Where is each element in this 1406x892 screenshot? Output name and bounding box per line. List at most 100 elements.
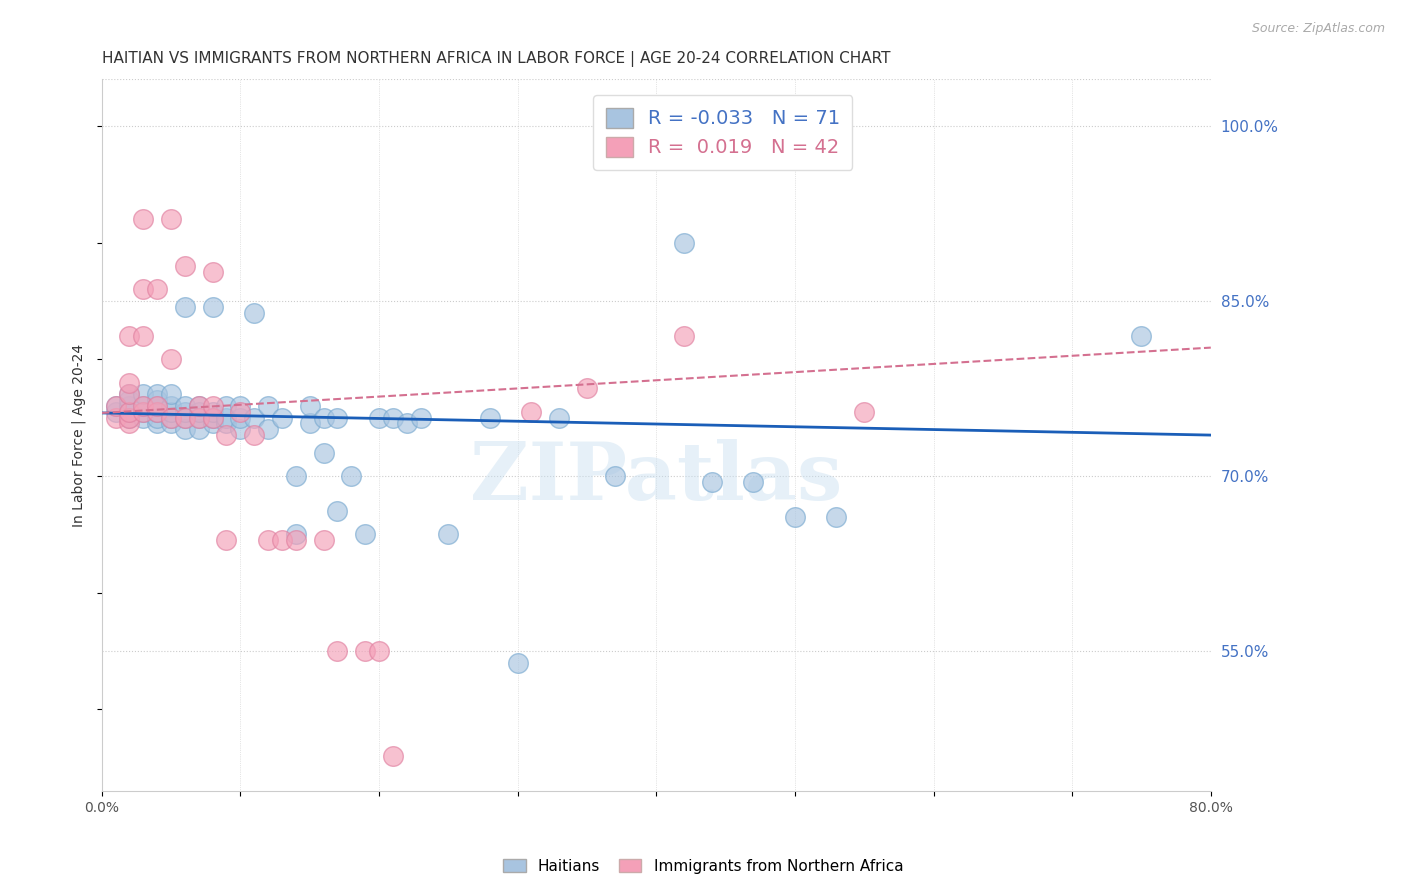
Point <box>340 469 363 483</box>
Point <box>146 387 169 401</box>
Point <box>132 405 155 419</box>
Point <box>104 405 127 419</box>
Point <box>160 387 183 401</box>
Point <box>146 282 169 296</box>
Point <box>368 410 391 425</box>
Point <box>506 656 529 670</box>
Point <box>603 469 626 483</box>
Point <box>700 475 723 489</box>
Point <box>132 329 155 343</box>
Point <box>187 399 209 413</box>
Point <box>825 509 848 524</box>
Point <box>201 265 224 279</box>
Point <box>326 644 349 658</box>
Point <box>118 410 141 425</box>
Point <box>160 405 183 419</box>
Point <box>160 212 183 227</box>
Point <box>672 329 695 343</box>
Legend: R = -0.033   N = 71, R =  0.019   N = 42: R = -0.033 N = 71, R = 0.019 N = 42 <box>593 95 852 169</box>
Point <box>118 410 141 425</box>
Text: HAITIAN VS IMMIGRANTS FROM NORTHERN AFRICA IN LABOR FORCE | AGE 20-24 CORRELATIO: HAITIAN VS IMMIGRANTS FROM NORTHERN AFRI… <box>101 51 890 67</box>
Point <box>271 410 294 425</box>
Point <box>201 405 224 419</box>
Point <box>146 399 169 413</box>
Point <box>409 410 432 425</box>
Point <box>548 410 571 425</box>
Point <box>215 428 238 442</box>
Point <box>326 504 349 518</box>
Point <box>520 405 543 419</box>
Point <box>118 405 141 419</box>
Point <box>201 410 224 425</box>
Point <box>381 748 404 763</box>
Point <box>174 410 197 425</box>
Point <box>742 475 765 489</box>
Point <box>187 422 209 436</box>
Point <box>174 422 197 436</box>
Point <box>298 417 321 431</box>
Point <box>257 533 280 547</box>
Point <box>160 352 183 367</box>
Point <box>201 417 224 431</box>
Point <box>132 399 155 413</box>
Point <box>118 399 141 413</box>
Point <box>215 410 238 425</box>
Point <box>132 212 155 227</box>
Point <box>118 329 141 343</box>
Point <box>284 527 307 541</box>
Point <box>187 410 209 425</box>
Point <box>257 399 280 413</box>
Text: Source: ZipAtlas.com: Source: ZipAtlas.com <box>1251 22 1385 36</box>
Point <box>146 399 169 413</box>
Point <box>215 417 238 431</box>
Point <box>853 405 876 419</box>
Point <box>187 405 209 419</box>
Point <box>174 399 197 413</box>
Point <box>146 417 169 431</box>
Point <box>160 417 183 431</box>
Point <box>354 527 377 541</box>
Point <box>215 533 238 547</box>
Point <box>160 410 183 425</box>
Point <box>118 417 141 431</box>
Point <box>326 410 349 425</box>
Point <box>312 445 335 459</box>
Point <box>381 410 404 425</box>
Point <box>146 405 169 419</box>
Point <box>201 300 224 314</box>
Point <box>132 405 155 419</box>
Point <box>312 410 335 425</box>
Point <box>368 644 391 658</box>
Point <box>132 282 155 296</box>
Point <box>160 399 183 413</box>
Point <box>312 533 335 547</box>
Point <box>243 410 266 425</box>
Point <box>201 399 224 413</box>
Point <box>174 405 197 419</box>
Point <box>229 399 252 413</box>
Point <box>229 422 252 436</box>
Point <box>132 387 155 401</box>
Point <box>118 376 141 390</box>
Text: ZIPatlas: ZIPatlas <box>470 439 842 516</box>
Point <box>575 381 598 395</box>
Y-axis label: In Labor Force | Age 20-24: In Labor Force | Age 20-24 <box>72 343 86 526</box>
Point <box>783 509 806 524</box>
Point <box>132 410 155 425</box>
Point <box>118 387 141 401</box>
Point <box>229 410 252 425</box>
Point <box>104 410 127 425</box>
Point <box>118 405 141 419</box>
Point <box>201 410 224 425</box>
Point <box>160 410 183 425</box>
Legend: Haitians, Immigrants from Northern Africa: Haitians, Immigrants from Northern Afric… <box>496 853 910 880</box>
Point <box>118 393 141 408</box>
Point <box>395 417 418 431</box>
Point <box>118 387 141 401</box>
Point <box>229 405 252 419</box>
Point <box>187 410 209 425</box>
Point <box>146 393 169 408</box>
Point <box>146 405 169 419</box>
Point <box>437 527 460 541</box>
Point <box>174 300 197 314</box>
